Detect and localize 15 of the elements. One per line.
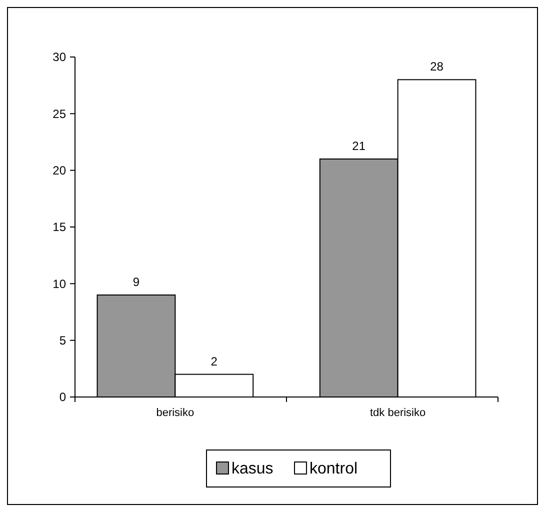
x-tick-label: tdk berisiko xyxy=(370,407,426,419)
data-label: 21 xyxy=(352,139,366,153)
data-label: 2 xyxy=(210,354,218,368)
y-tick-label: 20 xyxy=(52,164,66,178)
data-label: 28 xyxy=(430,60,444,74)
data-label: 9 xyxy=(132,275,140,289)
y-tick-label: 0 xyxy=(59,390,66,404)
legend-label: kasus xyxy=(232,460,274,478)
legend-label: kontrol xyxy=(310,460,358,478)
y-tick-label: 5 xyxy=(59,334,66,348)
x-tick-label: berisiko xyxy=(156,407,194,419)
y-tick-label: 15 xyxy=(52,220,66,234)
y-tick-label: 30 xyxy=(52,50,66,64)
y-tick-label: 25 xyxy=(52,106,66,121)
y-tick-label: 10 xyxy=(52,276,66,291)
